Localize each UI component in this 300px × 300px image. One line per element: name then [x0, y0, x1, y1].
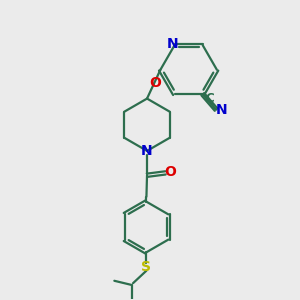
Text: O: O	[165, 165, 176, 179]
Text: N: N	[167, 37, 179, 51]
Text: C: C	[205, 92, 214, 105]
Text: S: S	[141, 260, 152, 274]
Text: N: N	[141, 145, 153, 158]
Text: O: O	[149, 76, 161, 90]
Text: N: N	[215, 103, 227, 117]
